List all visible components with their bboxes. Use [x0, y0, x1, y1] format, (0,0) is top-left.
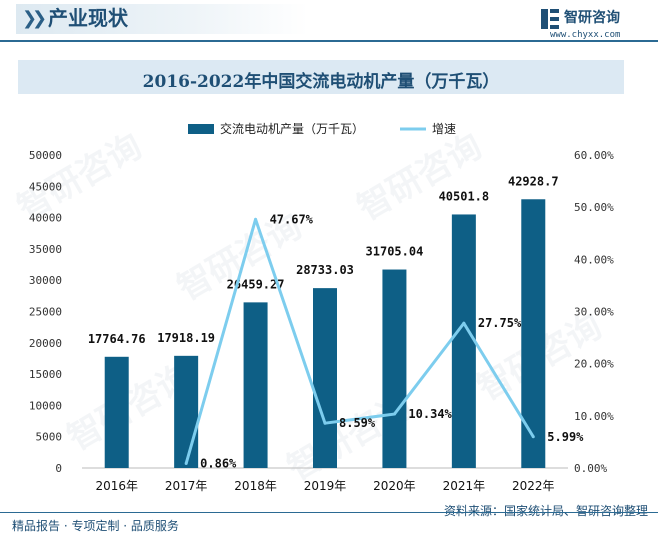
- bar-value-label: 40501.8: [439, 189, 490, 203]
- growth-value-label: 47.67%: [270, 212, 314, 226]
- x-tick-label: 2017年: [165, 479, 208, 493]
- y-left-tick-label: 50000: [29, 149, 62, 162]
- y-right-tick-label: 30.00%: [574, 306, 614, 319]
- bar-value-label: 17764.76: [88, 332, 146, 346]
- bar: [243, 302, 268, 468]
- footer-divider: [0, 512, 658, 513]
- growth-line: [184, 217, 535, 464]
- brand-logo-icon: [541, 9, 559, 29]
- y-left-tick-label: 25000: [29, 306, 62, 319]
- y-right-tick-label: 20.00%: [574, 358, 614, 371]
- y-left-tick-label: 30000: [29, 274, 62, 287]
- legend-bar-swatch: [188, 124, 214, 134]
- bar-value-label: 17918.19: [157, 331, 215, 345]
- y-right-tick-label: 0.00%: [574, 462, 607, 475]
- bar: [521, 199, 546, 468]
- y-left-tick-label: 45000: [29, 180, 62, 193]
- y-left-tick-label: 0: [55, 462, 62, 475]
- growth-value-label: 10.34%: [408, 407, 452, 421]
- y-left-tick-label: 5000: [36, 431, 63, 444]
- chevron-right-icon: ❯: [22, 8, 38, 29]
- bar-value-label: 42928.7: [508, 174, 559, 188]
- growth-point: [531, 435, 535, 439]
- chart-area: 交流电动机产量（万千瓦） 增速 0 5000 10000 15000 20000 25000 3…: [29, 121, 614, 493]
- x-tick-label: 2021年: [443, 479, 486, 493]
- bar: [451, 214, 476, 468]
- y-left-tick-label: 35000: [29, 243, 62, 256]
- bar: [174, 355, 199, 468]
- bar: [313, 288, 337, 468]
- growth-point: [392, 412, 396, 416]
- growth-value-label: 0.86%: [200, 457, 237, 471]
- brand-url[interactable]: www.chyxx.com: [550, 30, 621, 40]
- chevron-right-icon: ❯: [32, 8, 48, 29]
- x-tick-label: 2016年: [95, 479, 138, 493]
- y-right-tick-label: 60.00%: [574, 149, 614, 162]
- brand-name: 智研咨询: [564, 10, 620, 26]
- chart-title-band: 2016-2022年中国交流电动机产量（万千瓦）: [18, 60, 624, 94]
- bar: [382, 269, 407, 468]
- y-left-tick-label: 40000: [29, 212, 62, 225]
- y-right-tick-label: 50.00%: [574, 201, 614, 214]
- legend-bar-label: 交流电动机产量（万千瓦）: [220, 121, 364, 136]
- bar-value-label: 28733.03: [296, 263, 354, 277]
- source-note: 资料来源：国家统计局、智研咨询整理: [443, 504, 648, 518]
- section-title: 产业现状: [48, 6, 128, 30]
- x-tick-label: 2019年: [304, 479, 347, 493]
- y-left-tick-label: 10000: [29, 399, 62, 412]
- header-divider: [0, 40, 658, 42]
- y-left-tick-label: 15000: [29, 368, 62, 381]
- y-right-tick-label: 40.00%: [574, 253, 614, 266]
- growth-point: [323, 421, 327, 425]
- legend-line-label: 增速: [432, 122, 456, 136]
- x-tick-label: 2022年: [512, 479, 555, 493]
- growth-value-label: 27.75%: [478, 316, 522, 330]
- bar-value-label: 26459.27: [227, 277, 285, 291]
- growth-point: [184, 462, 188, 466]
- top-header: ❯ ❯ 产业现状 智研咨询 www.chyxx.com: [0, 0, 658, 42]
- bar-value-label: 31705.04: [366, 245, 424, 259]
- growth-point: [254, 217, 258, 221]
- growth-value-label: 8.59%: [339, 416, 376, 430]
- growth-value-label: 5.99%: [547, 430, 584, 444]
- x-tick-label: 2018年: [234, 479, 277, 493]
- bar: [104, 356, 129, 468]
- section-title-band: ❯ ❯: [16, 4, 308, 34]
- y-left-tick-label: 20000: [29, 337, 62, 350]
- footer-tagline: 精品报告 · 专项定制 · 品质服务: [12, 519, 179, 533]
- y-right-tick-label: 10.00%: [574, 410, 614, 423]
- growth-point: [462, 321, 466, 325]
- chart-title: 2016-2022年中国交流电动机产量（万千瓦）: [142, 72, 500, 92]
- x-tick-label: 2020年: [373, 479, 416, 493]
